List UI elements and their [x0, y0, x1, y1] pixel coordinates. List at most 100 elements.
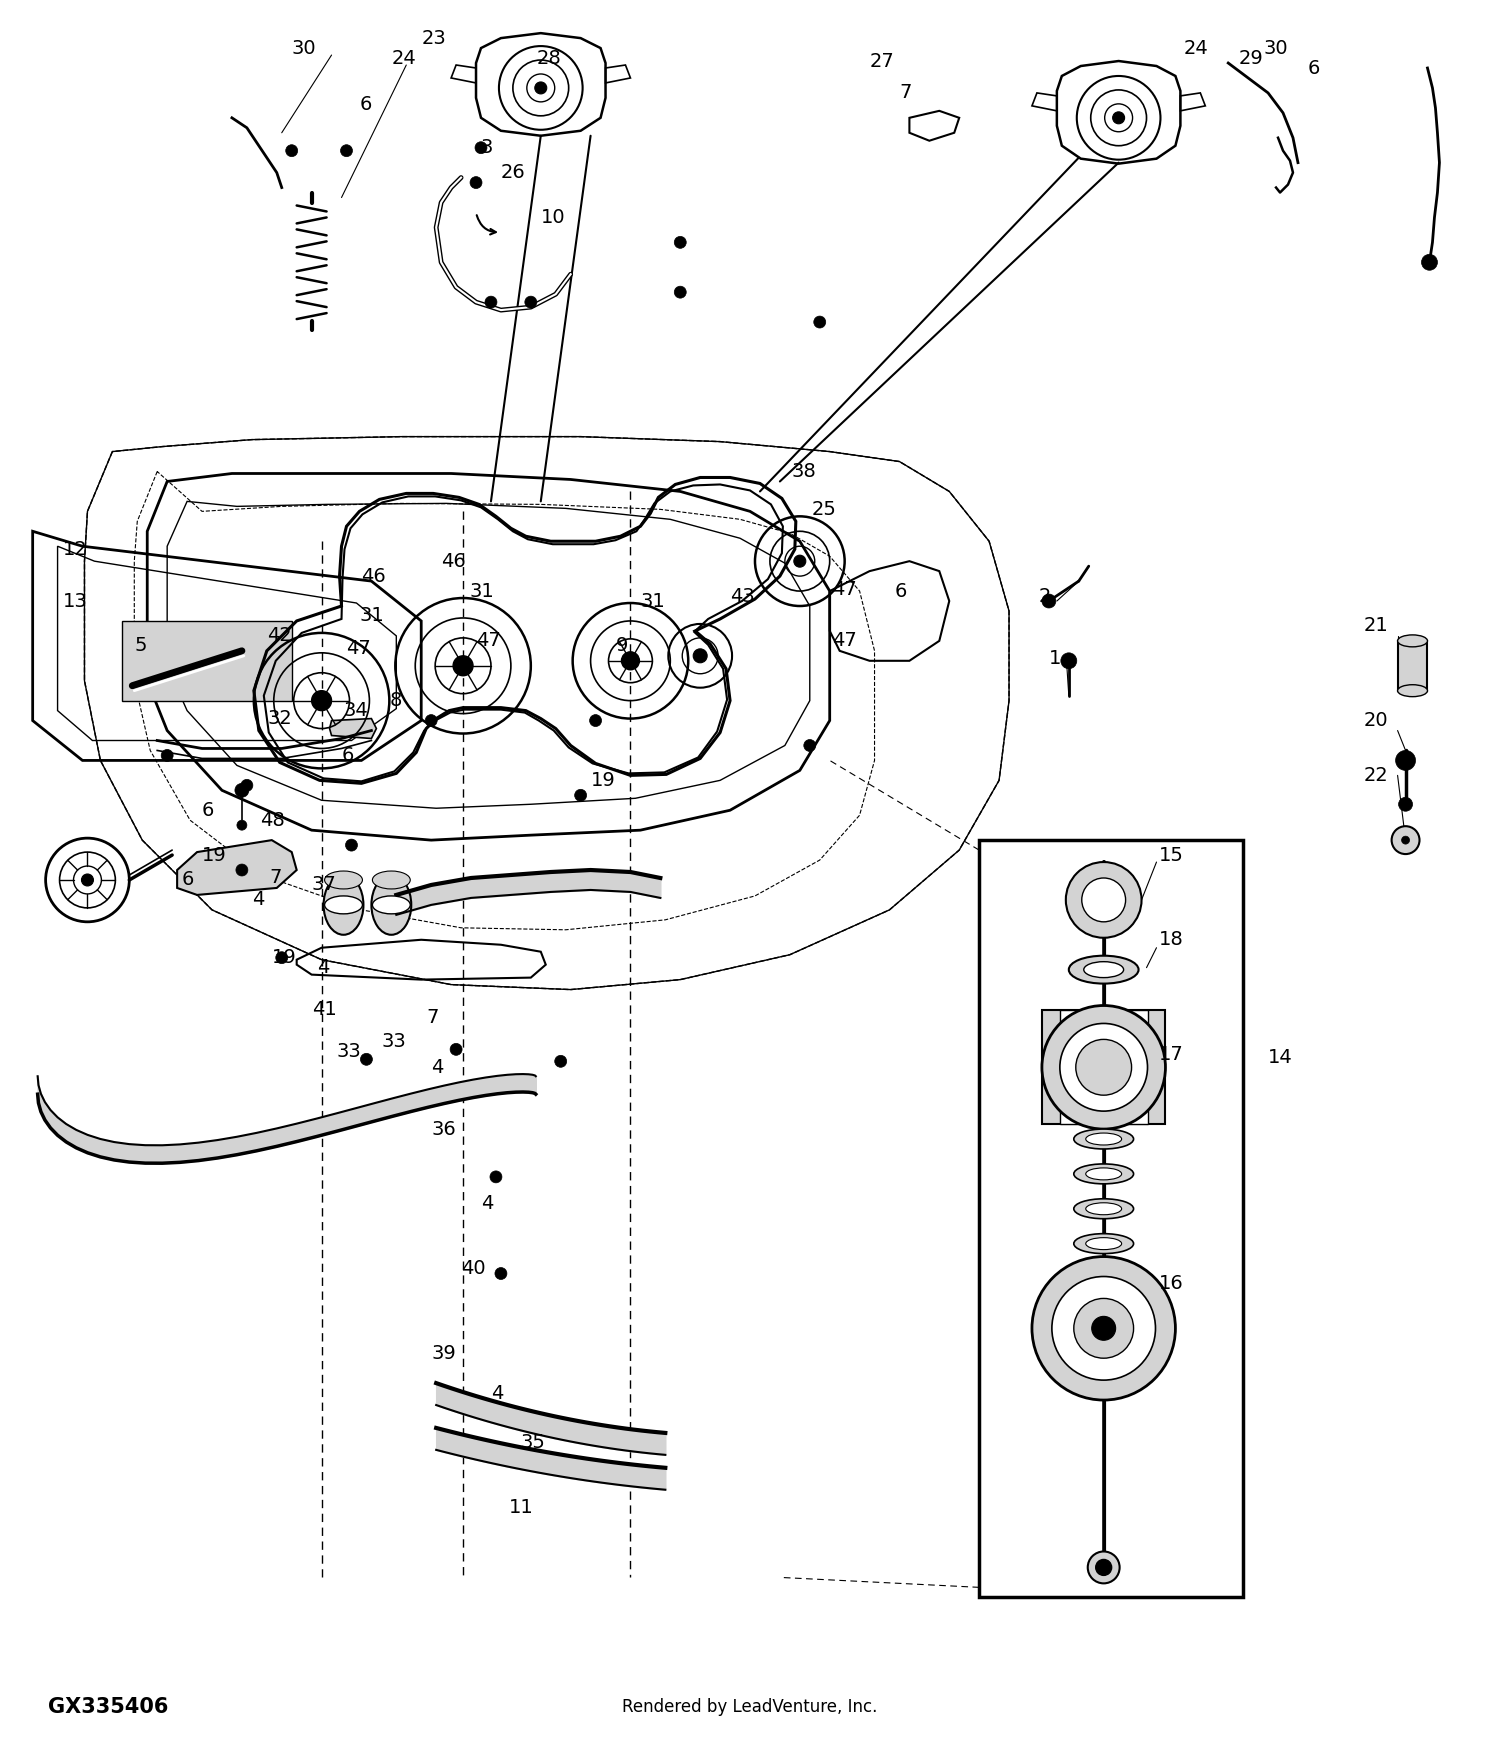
Ellipse shape: [1398, 684, 1428, 696]
Circle shape: [1082, 878, 1125, 922]
Text: 27: 27: [870, 51, 894, 70]
Circle shape: [1060, 1024, 1148, 1111]
Text: 36: 36: [430, 1120, 456, 1139]
Circle shape: [1398, 798, 1413, 812]
Bar: [1042, 1010, 1166, 1124]
Circle shape: [815, 317, 825, 327]
Circle shape: [1113, 112, 1125, 124]
Ellipse shape: [324, 896, 363, 914]
Text: 16: 16: [1158, 1274, 1184, 1293]
Circle shape: [693, 649, 706, 663]
Text: 24: 24: [392, 49, 416, 68]
Text: 31: 31: [360, 607, 384, 625]
Text: 19: 19: [202, 845, 226, 864]
Text: 47: 47: [831, 632, 856, 651]
Circle shape: [1092, 1316, 1116, 1340]
Ellipse shape: [372, 875, 411, 934]
Circle shape: [340, 145, 352, 158]
Circle shape: [1076, 1040, 1131, 1096]
Ellipse shape: [1074, 1234, 1134, 1253]
Text: 26: 26: [501, 163, 525, 182]
Text: 38: 38: [792, 462, 816, 481]
Text: 2: 2: [1040, 586, 1052, 605]
Bar: [1060, 1010, 1148, 1124]
Circle shape: [1066, 863, 1142, 938]
Text: 1: 1: [1048, 649, 1062, 668]
Ellipse shape: [372, 896, 411, 914]
Circle shape: [621, 651, 639, 670]
Text: 47: 47: [346, 639, 372, 658]
Circle shape: [525, 296, 537, 308]
Text: 6: 6: [342, 746, 354, 765]
Ellipse shape: [1398, 635, 1428, 648]
Ellipse shape: [1086, 1202, 1122, 1214]
Text: 24: 24: [1184, 38, 1208, 58]
Ellipse shape: [1074, 1199, 1134, 1218]
Circle shape: [675, 287, 686, 298]
Circle shape: [81, 873, 93, 886]
Text: 6: 6: [360, 94, 372, 114]
Text: 29: 29: [1238, 49, 1263, 68]
Text: 47: 47: [831, 579, 856, 598]
Text: 37: 37: [312, 875, 336, 894]
Circle shape: [476, 142, 488, 154]
Circle shape: [236, 784, 249, 798]
Circle shape: [1060, 653, 1077, 668]
Circle shape: [794, 555, 806, 567]
Text: 23: 23: [422, 28, 446, 47]
Text: 6: 6: [202, 802, 214, 819]
Text: 9: 9: [615, 637, 628, 654]
Circle shape: [1095, 1559, 1112, 1575]
Circle shape: [242, 779, 254, 791]
Circle shape: [1074, 1298, 1134, 1358]
Text: 46: 46: [441, 551, 466, 570]
Text: 46: 46: [362, 567, 386, 586]
Bar: [980, 840, 1244, 1598]
Text: 19: 19: [272, 949, 297, 968]
Circle shape: [536, 82, 548, 94]
Circle shape: [675, 236, 686, 248]
Text: 7: 7: [900, 84, 912, 103]
Ellipse shape: [324, 875, 363, 934]
Text: 35: 35: [520, 1433, 546, 1452]
Text: 6: 6: [894, 581, 908, 600]
Text: 4: 4: [316, 959, 328, 977]
Circle shape: [236, 864, 248, 877]
Text: 34: 34: [344, 702, 369, 719]
Text: 21: 21: [1364, 616, 1389, 635]
Circle shape: [1042, 593, 1056, 607]
Circle shape: [450, 1043, 462, 1055]
Text: 14: 14: [1268, 1048, 1293, 1068]
Text: 19: 19: [591, 770, 615, 789]
Circle shape: [484, 296, 496, 308]
Circle shape: [237, 821, 248, 830]
Circle shape: [285, 145, 297, 158]
Circle shape: [1032, 1256, 1176, 1400]
Circle shape: [453, 656, 472, 676]
Text: 40: 40: [460, 1258, 486, 1278]
Text: 41: 41: [312, 999, 336, 1018]
Text: 4: 4: [430, 1057, 444, 1076]
Text: 17: 17: [1158, 1045, 1184, 1064]
Ellipse shape: [1070, 956, 1138, 984]
Circle shape: [345, 840, 357, 850]
Bar: [1398, 640, 1428, 691]
Circle shape: [1052, 1276, 1155, 1381]
Ellipse shape: [1084, 963, 1124, 978]
Text: 3: 3: [482, 138, 494, 158]
Circle shape: [574, 789, 586, 802]
Text: 48: 48: [260, 810, 285, 829]
Ellipse shape: [1074, 1164, 1134, 1183]
Text: 31: 31: [470, 581, 494, 600]
Text: 28: 28: [537, 49, 561, 68]
Polygon shape: [330, 719, 376, 738]
Text: 6: 6: [1308, 58, 1320, 77]
Text: 11: 11: [509, 1498, 534, 1517]
Circle shape: [555, 1055, 567, 1068]
Ellipse shape: [324, 872, 363, 889]
Text: 43: 43: [730, 586, 754, 605]
Circle shape: [804, 740, 816, 751]
Text: GX335406: GX335406: [48, 1698, 168, 1717]
Circle shape: [1392, 826, 1419, 854]
Ellipse shape: [372, 872, 411, 889]
